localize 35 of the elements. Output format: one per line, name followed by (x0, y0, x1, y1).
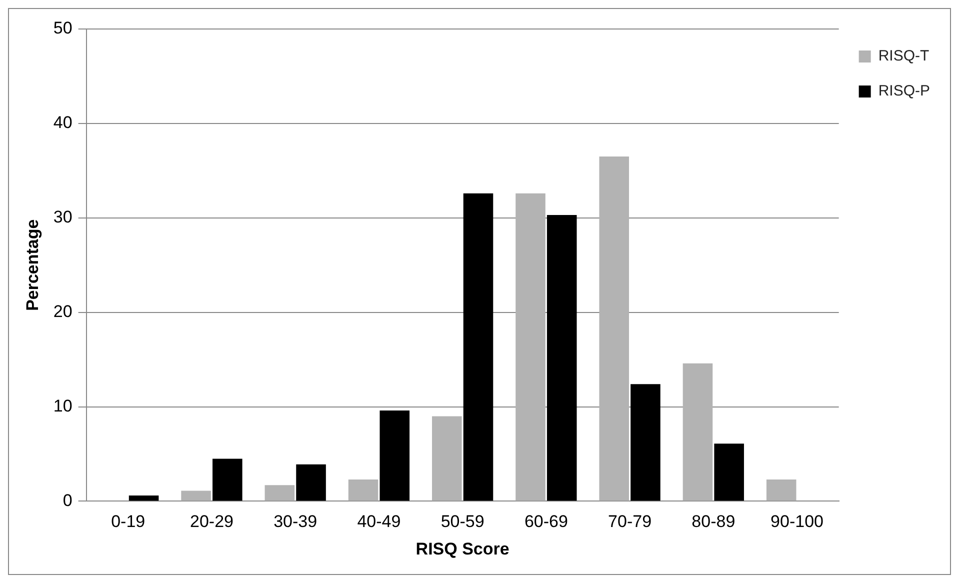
bar (380, 410, 410, 501)
legend-label: RISQ-T (878, 48, 930, 65)
legend-label: RISQ-P (878, 82, 930, 100)
x-tick-label: 60-69 (524, 512, 568, 532)
y-tick-label: 30 (53, 208, 72, 227)
x-tick-label: 0-19 (111, 512, 146, 532)
x-axis-title: RISQ Score (416, 539, 510, 558)
bar (630, 384, 660, 501)
bar (296, 464, 326, 501)
x-tick-label: 20-29 (190, 512, 234, 532)
x-tick-label: 80-89 (692, 512, 736, 532)
x-tick-label: 30-39 (274, 512, 318, 532)
x-tick-label: 40-49 (357, 512, 401, 532)
y-tick-label: 10 (53, 396, 72, 416)
bar (212, 458, 242, 501)
bar (264, 485, 295, 501)
bar (682, 363, 713, 501)
bar (599, 156, 630, 501)
bar (714, 444, 744, 501)
y-tick-label: 0 (62, 490, 72, 510)
bar (348, 479, 378, 501)
bar (516, 193, 546, 501)
bar (432, 416, 462, 501)
bar (766, 479, 796, 501)
y-tick-label: 40 (53, 113, 72, 132)
x-tick-label: 50-59 (440, 512, 484, 532)
bar (463, 193, 494, 501)
y-tick-label: 20 (53, 302, 72, 322)
bar (128, 496, 159, 501)
x-tick-label: 70-79 (608, 512, 652, 532)
y-axis-title: Percentage (22, 219, 42, 311)
bar (546, 215, 577, 501)
x-tick-label: 90-100 (770, 512, 824, 532)
bar (181, 490, 211, 501)
y-tick-label: 50 (53, 18, 72, 38)
